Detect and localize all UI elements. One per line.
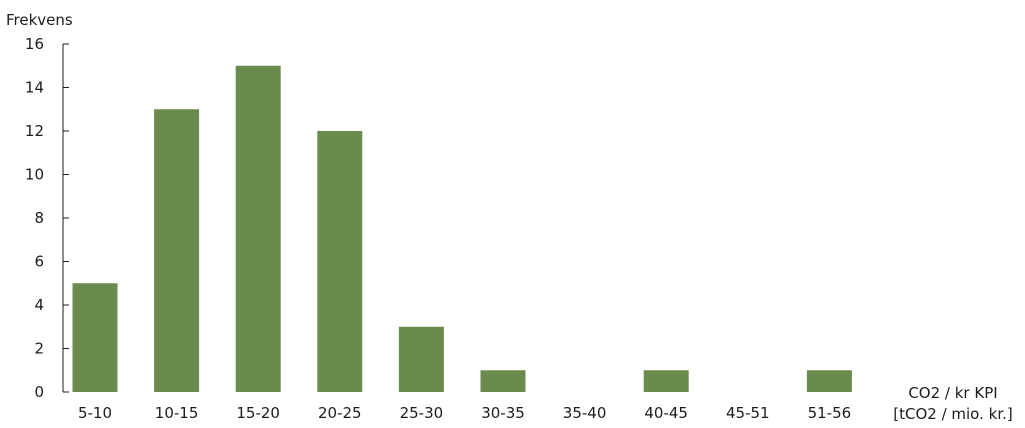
y-tick-label: 12 xyxy=(25,122,44,140)
y-tick-label: 10 xyxy=(25,166,44,184)
y-tick-label: 14 xyxy=(25,79,44,97)
x-axis-label-line2: [tCO2 / mio. kr.] xyxy=(893,405,1012,423)
x-tick-label: 5-10 xyxy=(78,404,112,422)
bars xyxy=(72,65,852,392)
x-tick-label: 51-56 xyxy=(808,404,852,422)
bar-40-45 xyxy=(643,370,689,392)
y-tick-label: 6 xyxy=(34,253,44,271)
bar-10-15 xyxy=(154,109,200,392)
bar-25-30 xyxy=(398,326,444,392)
y-tick-label: 16 xyxy=(25,35,44,53)
y-tick-label: 8 xyxy=(34,209,44,227)
y-tick-label: 0 xyxy=(34,383,44,401)
x-axis-label-line1: CO2 / kr KPI xyxy=(908,384,997,402)
x-tick-label: 25-30 xyxy=(400,404,444,422)
x-tick-label: 35-40 xyxy=(563,404,607,422)
x-tick-label: 20-25 xyxy=(318,404,362,422)
x-tick-label: 40-45 xyxy=(644,404,688,422)
x-tick-label: 10-15 xyxy=(155,404,199,422)
x-tick-label: 45-51 xyxy=(726,404,770,422)
bar-51-56 xyxy=(806,370,852,392)
y-axis: 0 2 4 6 8 10 12 14 16 xyxy=(25,35,69,401)
x-tick-label: 30-35 xyxy=(481,404,525,422)
y-tick-label: 4 xyxy=(34,296,44,314)
y-tick-label: 2 xyxy=(34,340,44,358)
x-axis: 5-10 10-15 15-20 20-25 25-30 30-35 35-40 40-45 4… xyxy=(78,404,851,422)
y-axis-label: Frekvens xyxy=(6,11,73,29)
x-tick-label: 15-20 xyxy=(236,404,280,422)
bar-5-10 xyxy=(72,283,118,392)
bar-20-25 xyxy=(317,131,363,392)
bar-30-35 xyxy=(480,370,526,392)
bar-15-20 xyxy=(235,65,281,392)
